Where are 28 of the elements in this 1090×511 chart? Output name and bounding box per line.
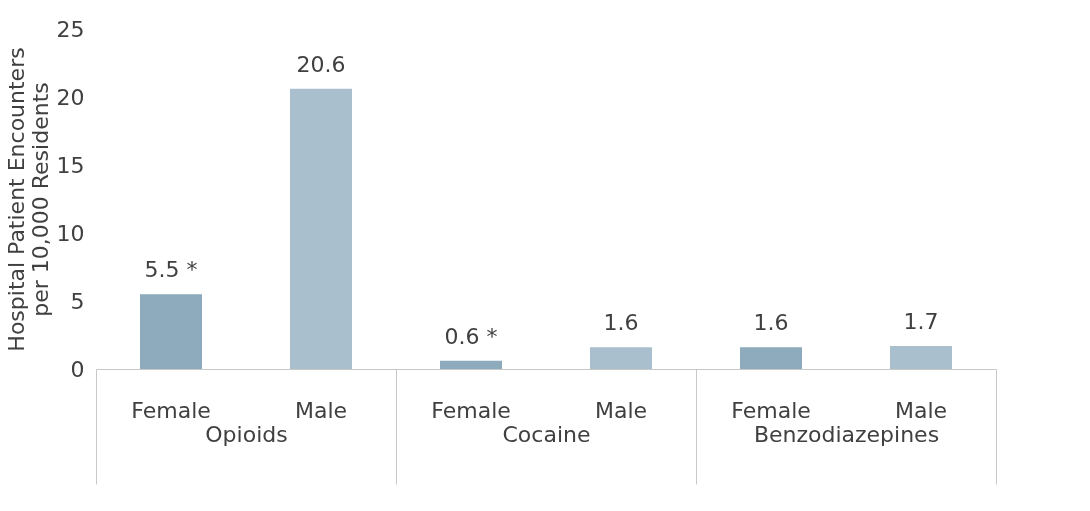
data-label: 1.6: [603, 310, 639, 336]
y-tick-label: 5: [70, 288, 85, 314]
text: Female: [731, 398, 811, 423]
y-axis-title: Hospital Patient Encounters per 10,000 Residents: [3, 47, 53, 352]
y-tick-label: 25: [56, 16, 85, 42]
bar: [590, 347, 652, 369]
bar: [290, 88, 352, 369]
bar: [140, 294, 202, 369]
data-label: 20.6: [296, 51, 346, 77]
x-tick-label: Cocaine: [502, 421, 591, 447]
text: Female: [131, 398, 211, 423]
series-label: Female: [431, 398, 511, 423]
y-tick-label: 10: [56, 220, 85, 246]
y-tick-label: 15: [56, 152, 85, 178]
bar: [890, 345, 952, 369]
data-label: 0.6 *: [444, 323, 498, 349]
x-tick-label: Benzodiazepines: [753, 421, 940, 447]
x-tick-label: Opioids: [205, 421, 288, 447]
series-label: Male: [294, 398, 348, 423]
data-label: 1.6: [753, 310, 789, 336]
bar: [740, 347, 802, 369]
bar: [440, 360, 502, 369]
text: Male: [894, 398, 948, 423]
data-label: 5.5 *: [144, 257, 198, 283]
y-tick-label: 20: [56, 84, 85, 110]
y-tick-label: 0: [70, 356, 85, 382]
text: Male: [594, 398, 648, 423]
data-label: 1.7: [903, 308, 939, 334]
